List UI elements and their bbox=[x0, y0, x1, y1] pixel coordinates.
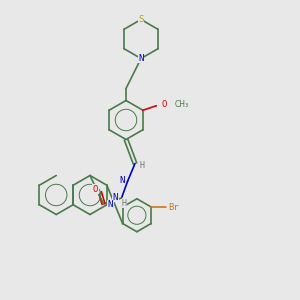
Text: S: S bbox=[138, 15, 144, 24]
Text: N: N bbox=[108, 200, 113, 209]
Text: O: O bbox=[93, 184, 98, 194]
Text: H: H bbox=[140, 160, 145, 169]
Text: CH₃: CH₃ bbox=[174, 100, 188, 109]
Text: N: N bbox=[138, 54, 144, 63]
Text: N: N bbox=[113, 193, 118, 202]
Text: O: O bbox=[161, 100, 167, 109]
Text: H: H bbox=[122, 199, 127, 208]
Text: N: N bbox=[119, 176, 125, 184]
Text: Br: Br bbox=[168, 202, 179, 211]
